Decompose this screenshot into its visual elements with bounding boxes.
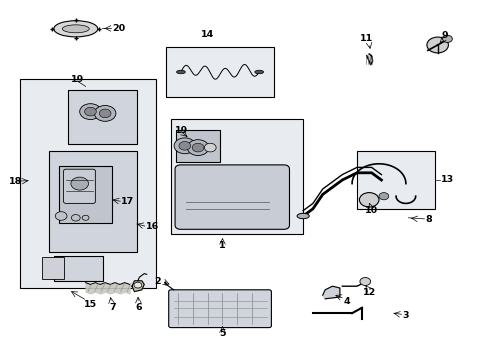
Text: 19: 19: [71, 76, 84, 85]
Circle shape: [71, 177, 88, 190]
Text: 10: 10: [365, 206, 377, 215]
Circle shape: [94, 105, 116, 121]
FancyBboxPatch shape: [175, 165, 289, 229]
FancyBboxPatch shape: [168, 290, 271, 328]
Circle shape: [99, 109, 111, 118]
Ellipse shape: [296, 213, 309, 219]
Circle shape: [174, 138, 195, 154]
Bar: [166, 47, 273, 97]
Text: 11: 11: [359, 34, 373, 43]
Bar: [176, 130, 220, 162]
Text: 15: 15: [84, 300, 97, 309]
Text: 14: 14: [200, 30, 213, 39]
Text: 1: 1: [219, 241, 225, 250]
Circle shape: [442, 35, 451, 42]
Text: 3: 3: [402, 310, 408, 320]
Circle shape: [359, 278, 370, 285]
Bar: [20, 79, 156, 288]
Text: 6: 6: [135, 302, 142, 312]
Text: 9: 9: [441, 31, 447, 40]
Text: 2: 2: [154, 277, 161, 286]
Text: 20: 20: [112, 24, 125, 33]
Circle shape: [55, 212, 67, 220]
Circle shape: [426, 37, 447, 53]
Circle shape: [204, 143, 216, 152]
Circle shape: [179, 141, 190, 150]
Circle shape: [71, 215, 80, 221]
Text: 5: 5: [219, 329, 225, 338]
Polygon shape: [366, 54, 372, 65]
Text: 12: 12: [362, 288, 375, 297]
Circle shape: [187, 140, 208, 156]
Text: 19: 19: [175, 126, 188, 135]
Polygon shape: [132, 281, 144, 292]
Bar: [41, 257, 63, 279]
Circle shape: [192, 143, 203, 152]
Bar: [59, 166, 112, 223]
Ellipse shape: [254, 70, 263, 74]
FancyBboxPatch shape: [63, 169, 95, 203]
Bar: [171, 119, 303, 234]
Text: 13: 13: [440, 175, 453, 184]
Ellipse shape: [176, 70, 185, 74]
Text: 17: 17: [121, 197, 134, 206]
Bar: [356, 151, 434, 209]
Circle shape: [378, 193, 388, 200]
Circle shape: [84, 107, 96, 116]
Bar: [49, 151, 137, 252]
Text: 7: 7: [109, 302, 116, 312]
Text: 4: 4: [343, 297, 350, 306]
Polygon shape: [322, 286, 339, 299]
Text: 8: 8: [425, 215, 431, 224]
Ellipse shape: [62, 25, 89, 33]
Bar: [54, 256, 102, 281]
Text: 18: 18: [9, 177, 22, 186]
Bar: [68, 90, 137, 144]
Circle shape: [82, 215, 89, 220]
Text: 16: 16: [145, 222, 159, 231]
Circle shape: [80, 104, 101, 120]
Circle shape: [134, 282, 142, 288]
Circle shape: [359, 193, 378, 207]
Ellipse shape: [54, 21, 98, 37]
